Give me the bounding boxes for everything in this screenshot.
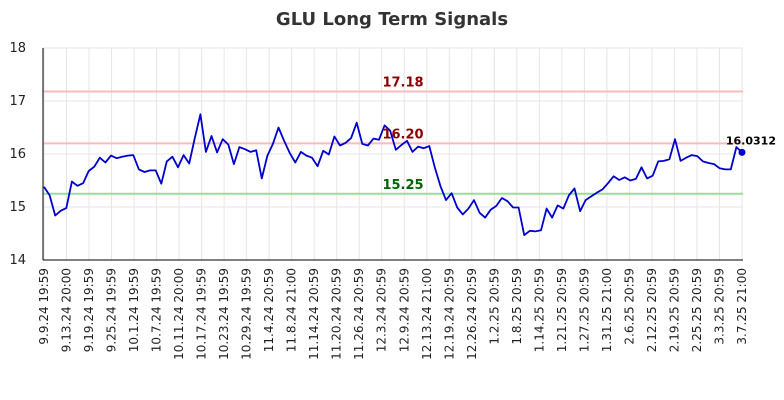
x-tick-label: 1.21.25 20:59 [555, 268, 569, 352]
x-tick-label: 10.17.24 19:59 [195, 268, 209, 360]
y-tick-label: 14 [9, 253, 26, 268]
x-tick-label: 1.31.25 21:00 [600, 268, 614, 352]
chart-title: GLU Long Term Signals [276, 9, 508, 30]
y-tick-label: 18 [9, 41, 26, 56]
x-tick-label: 10.11.24 20:00 [172, 268, 186, 360]
x-tick-label: 11.4.24 20:59 [262, 268, 276, 352]
grid-layer [43, 47, 743, 261]
x-tick-label: 1.8.25 20:59 [510, 268, 524, 345]
reference-label: 16.20 [382, 127, 423, 142]
x-tick-label: 10.1.24 19:59 [127, 268, 141, 352]
series-layer [43, 113, 746, 237]
x-tick-label: 12.26.24 20:59 [465, 268, 479, 360]
x-tick-label: 2.12.25 20:59 [645, 268, 659, 352]
x-tick-label: 12.13.24 21:00 [420, 268, 434, 360]
x-tick-label: 11.20.24 20:59 [330, 268, 344, 360]
x-tick-label: 1.27.25 20:59 [577, 268, 591, 352]
x-tick-label: 9.25.24 19:59 [105, 268, 119, 352]
x-tick-label: 2.6.25 20:59 [622, 268, 636, 345]
x-tick-label: 9.13.24 20:00 [60, 268, 74, 352]
y-tick-label: 17 [9, 94, 26, 109]
x-tick-label: 2.19.25 20:59 [667, 268, 681, 352]
y-tick-label: 15 [9, 200, 26, 215]
x-tick-label: 10.7.24 19:59 [150, 268, 164, 352]
x-tick-label: 11.8.24 21:00 [285, 268, 299, 352]
x-tick-label: 11.14.24 20:59 [307, 268, 321, 360]
x-tick-label: 12.19.24 20:59 [442, 268, 456, 360]
axes [42, 48, 743, 261]
last-point-marker [738, 148, 746, 156]
x-tick-label: 2.25.25 20:59 [690, 268, 704, 352]
x-tick-label: 1.2.25 20:59 [487, 268, 501, 345]
x-tick-label: 9.19.24 19:59 [82, 268, 96, 352]
labels-layer: 14 15 16 17 18 9.9.24 19:59 9.13.24 20:00 9.19.… [9, 41, 776, 360]
x-tick-label: 12.3.24 20:59 [375, 268, 389, 352]
x-tick-label: 3.7.25 21:00 [735, 268, 749, 345]
last-value-label: 16.0312 [726, 134, 776, 147]
y-tick-label: 16 [9, 147, 26, 162]
reference-label: 17.18 [382, 75, 423, 90]
x-tick-label: 10.29.24 19:59 [240, 268, 254, 360]
reference-label: 15.25 [382, 178, 423, 193]
x-tick-label: 12.9.24 20:59 [397, 268, 411, 352]
x-tick-label: 3.3.25 20:59 [712, 268, 726, 345]
x-tick-label: 1.14.25 20:59 [532, 268, 546, 352]
x-tick-label: 10.23.24 19:59 [217, 268, 231, 360]
series-line [43, 113, 743, 237]
x-tick-label: 11.26.24 20:59 [352, 268, 366, 360]
x-tick-label: 9.9.24 19:59 [37, 268, 51, 345]
